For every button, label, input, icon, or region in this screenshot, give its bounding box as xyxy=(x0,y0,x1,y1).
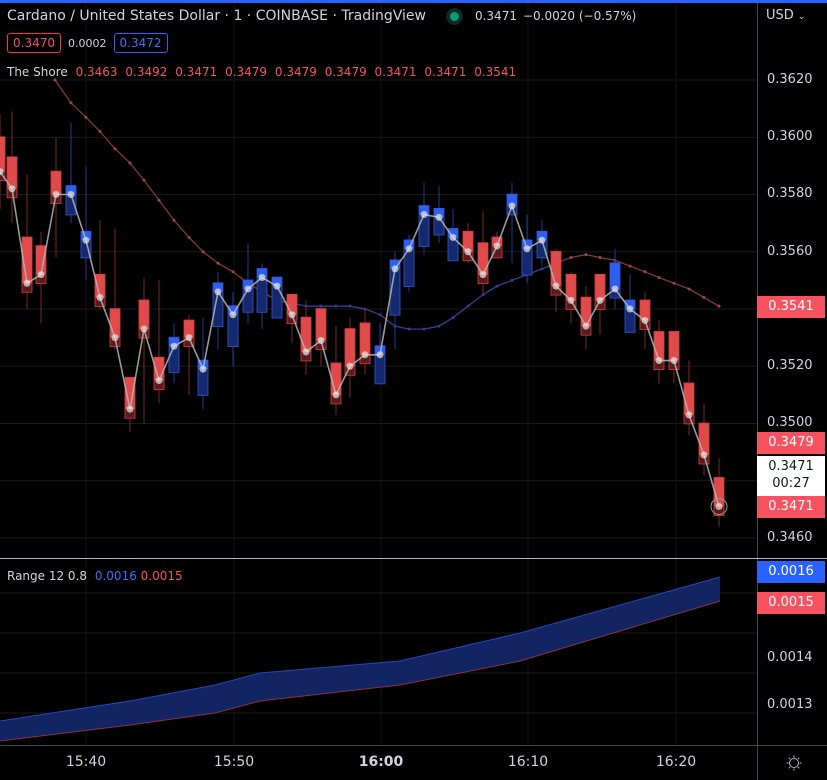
indicator-lower-label: 0.0015 xyxy=(757,592,825,614)
sub-indicator-legend[interactable]: Range 12 0.8 0.0016 0.0015 xyxy=(7,569,183,583)
indicator-value: 0.3479 xyxy=(274,65,317,79)
sub-indicator-lower: 0.0015 xyxy=(140,569,183,583)
time-tick: 15:40 xyxy=(65,754,107,770)
symbol-title[interactable]: Cardano / United States Dollar · 1 · COI… xyxy=(7,8,426,24)
candlestick-chart[interactable] xyxy=(0,3,757,558)
axis-corner xyxy=(757,745,827,780)
price-scale[interactable] xyxy=(757,3,827,558)
sub-indicator-upper: 0.0016 xyxy=(94,569,137,583)
indicator-value: 0.3471 xyxy=(175,65,218,79)
sell-button[interactable]: 0.3470 xyxy=(7,33,61,53)
price-change: −0.0020 (−0.57%) xyxy=(522,9,637,23)
price-tick: 0.3520 xyxy=(767,358,813,373)
indicator-value: 0.3479 xyxy=(324,65,367,79)
indicator-value: 0.3471 xyxy=(424,65,467,79)
indicator-value: 0.3471 xyxy=(374,65,417,79)
indicator-value: 0.3541 xyxy=(474,65,517,79)
indicator-tick: 0.0013 xyxy=(767,697,813,712)
sub-indicator-name[interactable]: Range 12 0.8 xyxy=(7,569,88,583)
spread-value: 0.0002 xyxy=(68,36,107,50)
last-price-label: 0.3471 00:27 xyxy=(757,456,825,496)
buy-button[interactable]: 0.3472 xyxy=(113,33,168,53)
top-accent-bar xyxy=(0,0,827,3)
indicator-name[interactable]: The Shore xyxy=(7,65,68,79)
indicator-legend[interactable]: The Shore 0.3463 0.3492 0.3471 0.3479 0.… xyxy=(7,65,520,79)
order-buttons: 0.3470 0.0002 0.3472 xyxy=(7,33,168,53)
currency-selector[interactable]: USD ⌄ xyxy=(766,8,805,23)
time-tick: 15:50 xyxy=(213,754,255,770)
ma-price-label: 0.3541 xyxy=(757,296,825,318)
time-tick: 16:10 xyxy=(507,754,549,770)
time-tick: 16:20 xyxy=(655,754,697,770)
indicator-value: 0.3492 xyxy=(125,65,168,79)
last-price: 0.3471 xyxy=(474,9,517,23)
range-indicator-chart[interactable] xyxy=(0,559,757,745)
settings-icon[interactable] xyxy=(786,755,802,771)
lower-band-label: 0.3471 xyxy=(757,496,825,518)
chevron-down-icon: ⌄ xyxy=(797,12,806,22)
indicator-scale[interactable] xyxy=(757,559,827,745)
symbol-header: Cardano / United States Dollar · 1 · COI… xyxy=(7,8,636,24)
last-price-value: 0.3471 xyxy=(768,459,814,474)
price-tick: 0.3560 xyxy=(767,244,813,259)
currency-label: USD xyxy=(766,8,794,23)
time-tick: 16:00 xyxy=(358,754,404,770)
price-tick: 0.3460 xyxy=(767,530,813,545)
market-status-icon xyxy=(449,11,459,21)
indicator-value: 0.3479 xyxy=(225,65,268,79)
upper-band-label: 0.3479 xyxy=(757,432,825,454)
main-chart-pane[interactable] xyxy=(0,3,757,558)
pane-separator[interactable] xyxy=(0,558,827,559)
time-axis[interactable] xyxy=(0,745,757,780)
price-tick: 0.3580 xyxy=(767,186,813,201)
indicator-upper-label: 0.0016 xyxy=(757,561,825,583)
price-tick: 0.3620 xyxy=(767,72,813,87)
price-tick: 0.3500 xyxy=(767,415,813,430)
indicator-tick: 0.0014 xyxy=(767,650,813,665)
price-tick: 0.3600 xyxy=(767,129,813,144)
indicator-value: 0.3463 xyxy=(75,65,118,79)
bar-countdown: 00:27 xyxy=(772,476,810,491)
